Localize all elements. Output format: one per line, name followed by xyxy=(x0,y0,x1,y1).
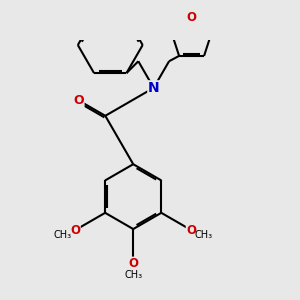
Text: CH₃: CH₃ xyxy=(124,270,142,280)
Text: O: O xyxy=(70,224,80,237)
Text: CH₃: CH₃ xyxy=(54,230,72,240)
Text: O: O xyxy=(74,94,84,107)
Text: O: O xyxy=(187,11,196,24)
Text: CH₃: CH₃ xyxy=(194,230,213,240)
Text: N: N xyxy=(148,81,160,95)
Text: O: O xyxy=(186,224,196,237)
Text: O: O xyxy=(128,257,138,270)
